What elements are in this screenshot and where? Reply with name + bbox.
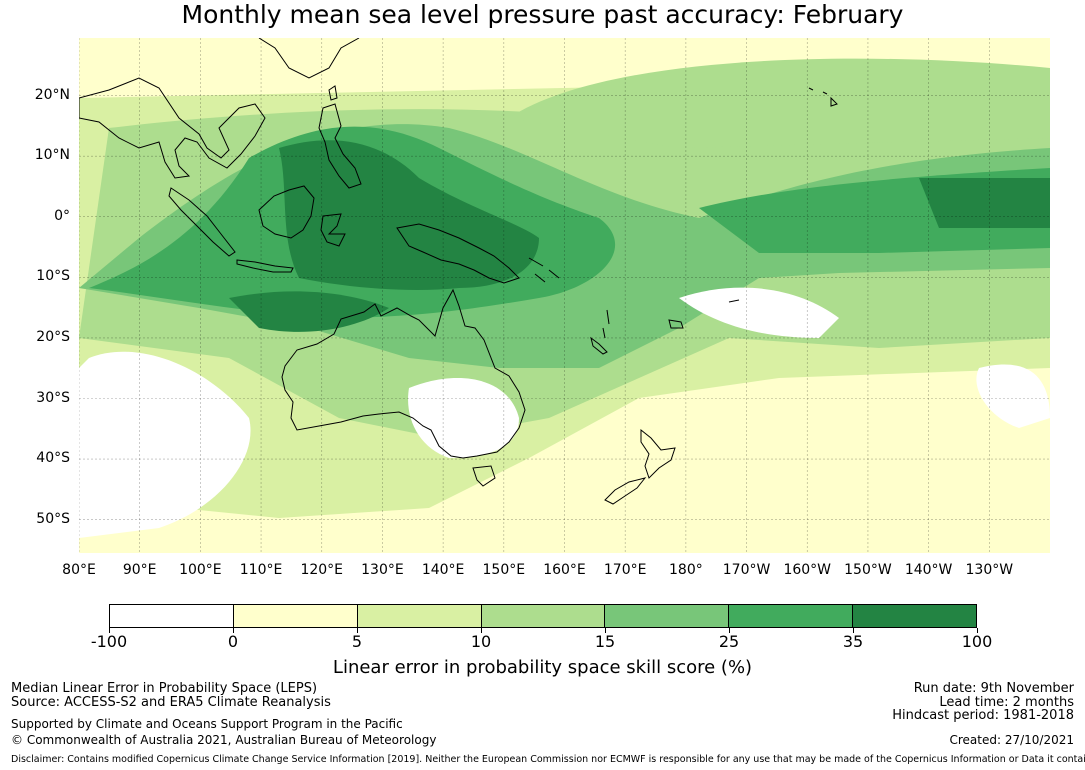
coast-java <box>236 259 294 273</box>
graticule <box>79 38 1050 553</box>
lat-label: 0° <box>54 207 70 224</box>
footer-hindcast: Hindcast period: 1981-2018 <box>892 708 1074 723</box>
coast-indochina <box>79 77 266 179</box>
lat-label: 30°S <box>36 389 70 406</box>
lon-label: 100°E <box>179 562 222 578</box>
map-title: Monthly mean sea level pressure past acc… <box>181 0 904 29</box>
footer-created: Created: 27/10/2021 <box>949 733 1074 747</box>
lon-label: 130°E <box>361 562 404 578</box>
colorbar-tick-mark <box>729 628 730 633</box>
colorbar-swatch <box>233 605 358 627</box>
coast-hawaii <box>808 87 838 107</box>
lat-label: 40°S <box>36 450 70 467</box>
lon-label: 140°W <box>904 562 953 578</box>
skill-field <box>79 38 1050 553</box>
lon-label: 90°E <box>122 562 157 578</box>
colorbar-swatch <box>357 605 482 627</box>
coast-solomons <box>528 257 560 283</box>
coast-borneo <box>258 185 315 239</box>
lon-label: 170°E <box>603 562 647 578</box>
colorbar-tick-mark <box>481 628 482 633</box>
colorbar-swatch <box>605 605 730 627</box>
colorbar-tick-label: -100 <box>90 632 128 651</box>
coast-new-zealand-south <box>604 477 647 505</box>
lat-label: 20°S <box>36 328 70 345</box>
coast-samoa <box>728 299 740 303</box>
colorbar-tick-mark <box>109 628 110 633</box>
colorbar-tick-label: 100 <box>961 632 993 651</box>
colorbar-swatch <box>729 605 854 627</box>
lon-label: 150°E <box>482 562 526 578</box>
footer-run-date: Run date: 9th November <box>913 681 1074 696</box>
lon-label: 180° <box>669 562 703 578</box>
footer-disclaimer: Disclaimer: Contains modified Copernicus… <box>11 754 1085 765</box>
lat-label: 10°N <box>34 147 70 164</box>
footer-leps: Median Linear Error in Probability Space… <box>11 681 318 696</box>
lon-label: 120°E <box>300 562 344 578</box>
lat-label: 10°S <box>36 268 70 285</box>
colorbar-swatch <box>853 605 977 627</box>
lon-label: 160°E <box>543 562 586 578</box>
skill-map <box>79 38 1050 553</box>
footer-copyright: © Commonwealth of Australia 2021, Austra… <box>11 733 437 747</box>
colorbar-tick-mark <box>357 628 358 633</box>
lon-label: 110°E <box>239 562 283 578</box>
coast-vanuatu <box>602 309 610 339</box>
coast-sumatra <box>168 187 236 257</box>
colorbar-tick-label: 5 <box>351 632 363 651</box>
coast-new-caledonia <box>590 336 608 355</box>
coast-australia <box>281 288 526 459</box>
lat-label: 50°S <box>36 510 70 527</box>
coast-china <box>258 38 360 79</box>
lon-label: 140°E <box>421 562 465 578</box>
lon-label: 160°W <box>783 562 832 578</box>
coast-philippines <box>318 103 362 189</box>
colorbar-label: Linear error in probability space skill … <box>332 657 753 678</box>
coastlines <box>79 38 838 505</box>
footer-lead-time: Lead time: 2 months <box>939 695 1074 710</box>
coast-sulawesi <box>320 213 346 247</box>
lon-label: 130°W <box>965 562 1014 578</box>
lon-label: 80°E <box>62 562 96 578</box>
colorbar-tick-mark <box>853 628 854 633</box>
lon-label: 170°W <box>722 562 771 578</box>
colorbar-tick-label: 25 <box>718 632 740 651</box>
coast-tasmania <box>472 465 496 487</box>
colorbar-swatch <box>481 605 606 627</box>
lat-label: 20°N <box>34 86 70 103</box>
colorbar-tick-mark <box>605 628 606 633</box>
colorbar-tick-label: 35 <box>842 632 864 651</box>
coast-fiji <box>668 319 684 329</box>
footer-source: Source: ACCESS-S2 and ERA5 Climate Reana… <box>11 695 331 710</box>
coast-new-zealand-north <box>640 428 676 479</box>
colorbar-tick-mark <box>233 628 234 633</box>
colorbar-tick-label: 10 <box>470 632 492 651</box>
lon-label: 150°W <box>844 562 892 578</box>
coast-taiwan <box>328 85 338 101</box>
colorbar <box>109 604 977 628</box>
colorbar-tick-label: 15 <box>594 632 616 651</box>
footer-support: Supported by Climate and Oceans Support … <box>11 717 403 731</box>
colorbar-tick-label: 0 <box>227 632 239 651</box>
coast-new-guinea <box>396 223 520 284</box>
colorbar-swatch <box>110 605 234 627</box>
colorbar-tick-mark <box>977 628 978 633</box>
